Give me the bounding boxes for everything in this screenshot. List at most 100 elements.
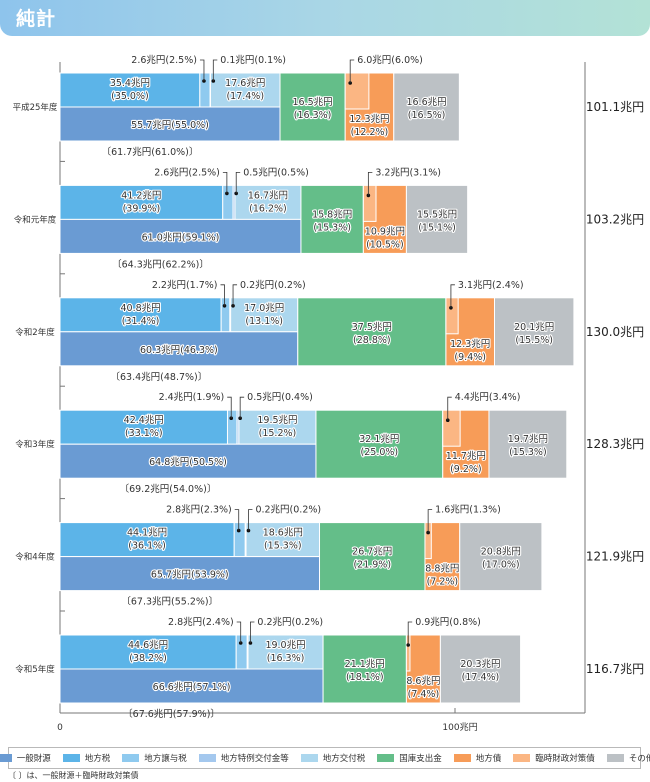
bar-label-local-tax-pct: (36.1%) [128,541,166,552]
callout-label-special-grant: 0.1兆円(0.1%) [220,55,286,66]
bar-label-other-pct: (15.5%) [515,335,553,346]
bar-label-local-allocation-tax: 17.0兆円 [244,303,284,314]
bar-label-local-bonds: 8.6兆円 [406,676,440,687]
bar-segment-local-allocation-tax [245,522,321,558]
bar-segment-general-revenue [59,668,324,704]
legend-item: 地方交付税 [300,752,365,764]
bracket-label-general-plus-special-bond: 〔61.7兆円(61.0%)〕 [102,146,199,158]
section-header: 純計 [0,0,650,36]
bar-label-local-bonds-pct: (10.5%) [366,239,404,250]
bar-label-general-revenue: 60.3兆円(46.3%) [140,345,218,356]
callout-label-special-grant: 0.2兆円(0.2%) [255,505,321,516]
bar-segment-special-deficit-bonds [344,72,370,110]
bar-label-local-allocation-tax-pct: (15.3%) [264,541,302,552]
bar-label-national-treasury-pct: (21.9%) [353,560,391,571]
bar-segment-national-treasury [300,184,364,254]
bar-segment-local-allocation-tax [238,409,317,445]
section-title: 純計 [16,8,57,30]
callout-line [447,396,452,421]
legend-label: 地方税 [84,754,111,764]
callout-line [450,284,455,308]
legend-label: 地方譲与税 [144,754,187,764]
bar-label-local-tax: 42.4兆円 [124,415,164,426]
category-label: 令和4年度 [15,552,55,563]
legend-label: 一般財源 [16,754,51,764]
bar-label-local-tax: 41.2兆円 [121,190,161,201]
bar-label-local-allocation-tax: 19.0兆円 [265,640,305,651]
bar-segment-national-treasury [279,72,346,142]
legend-swatch [300,754,318,762]
callout-line [236,621,242,643]
callout-label-local-transfer-tax: 2.6兆円(2.5%) [154,167,220,178]
bar-segment-local-transfer-tax [222,184,234,220]
bar-segment-local-transfer-tax [233,522,246,558]
bar-label-other-pct: (15.3%) [509,447,547,458]
bar-label-other-pct: (17.4%) [462,672,500,683]
callout-label-local-transfer-tax: 2.8兆円(2.3%) [166,505,232,516]
category-label: 令和3年度 [15,439,55,450]
bar-segment-other [439,634,522,704]
legend-label: 地方特例交付金等 [220,754,289,764]
legend-swatch [198,754,216,762]
callout-line [220,284,225,306]
bar-segment-local-allocation-tax [230,297,299,333]
legend-item: 地方特例交付金等 [198,752,289,764]
bar-label-other: 16.6兆円 [406,97,446,108]
bar-label-national-treasury-pct: (25.0%) [361,447,399,458]
total-label: 121.9兆円 [586,550,644,564]
bar-label-local-bonds-pct: (9.2%) [450,464,482,475]
bar-segment-local-transfer-tax [220,297,231,333]
legend-swatch [62,754,80,762]
bar-segment-other [405,184,469,254]
bar-label-other: 19.7兆円 [508,434,548,445]
bar-label-local-allocation-tax-pct: (17.4%) [226,91,264,102]
bar-label-other: 20.3兆円 [460,659,500,670]
category-label: 令和2年度 [15,327,55,338]
bar-segment-other [488,409,568,479]
callout-label-special-deficit-bonds: 4.4兆円(3.4%) [455,392,521,403]
legend-swatch [606,754,624,762]
legend-item: 地方税 [62,752,111,764]
bar-label-local-bonds: 8.8兆円 [425,564,459,575]
callout-line [239,396,245,419]
total-label: 101.1兆円 [586,100,644,114]
bar-label-local-tax-pct: (33.1%) [125,428,163,439]
bar-segment-local-transfer-tax [199,72,211,108]
callout-label-special-deficit-bonds: 0.9兆円(0.8%) [415,617,481,628]
bar-label-local-bonds: 10.9兆円 [365,226,405,237]
callout-line [427,509,433,533]
bar-label-other: 20.1兆円 [514,322,554,333]
bar-label-general-revenue: 55.7兆円(55.0%) [131,120,209,131]
callout-label-special-grant: 0.2兆円(0.2%) [257,617,323,628]
bar-label-other: 20.8兆円 [481,547,521,558]
callout-line [349,59,355,83]
revenue-stacked-bar-chart: 0 100兆円 平成25年度 101.1兆円 35.4兆円 (35.0%) 17.6兆円 (1… [13,55,645,733]
legend-item: 国庫支出金 [377,752,442,764]
callout-label-local-transfer-tax: 2.2兆円(1.7%) [152,280,218,291]
bar-label-local-allocation-tax: 19.5兆円 [257,415,297,426]
bar-label-local-bonds: 12.3兆円 [349,114,389,125]
bar-segment-national-treasury [319,522,426,592]
category-label: 平成25年度 [13,102,58,113]
bar-label-local-allocation-tax: 16.7兆円 [248,190,288,201]
callout-line [250,621,255,643]
bar-label-local-allocation-tax: 17.6兆円 [225,78,265,89]
bar-segment-local-tax [59,634,237,670]
bar-segment-special-deficit-bonds [362,184,377,222]
bar-label-other: 15.5兆円 [417,209,457,220]
legend-swatch [0,754,12,762]
bar-segment-other [459,522,543,592]
bracket-label-general-plus-special-bond: 〔69.2兆円(54.0%)〕 [120,483,217,495]
bar-label-local-tax-pct: (31.4%) [122,316,160,327]
bar-label-general-revenue: 65.7兆円(53.9%) [151,570,229,581]
callout-line [248,509,253,531]
total-label: 130.0兆円 [586,325,644,339]
bar-label-local-bonds: 12.3兆円 [450,339,490,350]
bar-label-local-allocation-tax-pct: (16.3%) [267,653,305,664]
bar-label-local-tax: 44.1兆円 [127,528,167,539]
legend-label: その他 [628,754,650,764]
bar-segment-local-tax [59,297,222,333]
callout-label-local-transfer-tax: 2.8兆円(2.4%) [168,617,234,628]
bar-segment-national-treasury [297,297,447,367]
bar-label-local-tax: 35.4兆円 [110,78,150,89]
